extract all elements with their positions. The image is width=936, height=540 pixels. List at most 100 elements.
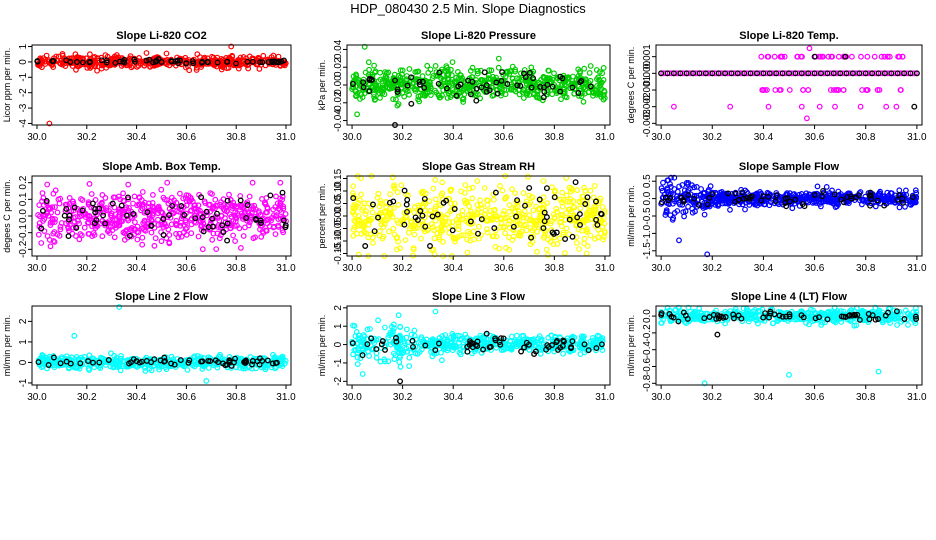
y-tick-label: 0.001 — [642, 44, 653, 69]
data-point — [478, 76, 485, 83]
data-point — [411, 327, 418, 334]
data-point — [354, 111, 361, 118]
y-tick-label: -0.5 — [642, 207, 653, 225]
x-tick-label: 30.0 — [27, 263, 47, 274]
x-tick-label: 30.4 — [754, 132, 774, 143]
data-point — [457, 81, 464, 88]
data-point — [39, 190, 46, 197]
data-point — [508, 68, 515, 75]
data-point — [878, 53, 885, 60]
y-axis-label: degees C per min. — [2, 179, 12, 253]
data-point — [249, 179, 256, 186]
y-tick-label: -1.5 — [642, 242, 653, 260]
data-point — [512, 190, 518, 197]
data-point — [62, 63, 69, 69]
data-point — [586, 69, 593, 76]
data-point — [92, 196, 99, 203]
data-point — [741, 70, 748, 77]
data-point — [65, 224, 71, 231]
data-point — [498, 77, 505, 84]
data-point — [517, 82, 524, 89]
data-point — [134, 63, 140, 70]
data-point — [365, 59, 372, 66]
data-point — [110, 194, 117, 201]
data-point — [152, 235, 159, 242]
y-tick-label: 0.2 — [18, 175, 29, 189]
data-point — [758, 53, 765, 60]
data-point — [277, 179, 284, 186]
data-point — [244, 58, 251, 65]
data-point — [557, 235, 563, 242]
data-point — [449, 59, 456, 65]
data-point — [207, 190, 214, 197]
data-point — [581, 235, 588, 242]
data-point — [477, 197, 484, 204]
data-point — [528, 64, 535, 71]
y-tick-label: -2 — [18, 88, 29, 97]
data-point — [494, 86, 501, 93]
data-point — [50, 190, 57, 197]
data-point — [238, 210, 245, 217]
data-point — [583, 250, 590, 257]
series-slopes — [658, 45, 920, 122]
data-point — [539, 97, 546, 104]
y-tick-label: 0.0 — [18, 209, 29, 223]
data-point — [837, 70, 844, 77]
y-tick-label: -4 — [18, 119, 29, 128]
data-point — [509, 75, 516, 82]
data-point — [149, 62, 156, 69]
data-point — [411, 231, 418, 238]
y-tick-label: 2 — [333, 305, 344, 311]
panel-4: Slope Amb. Box Temp.degees C per min.30.… — [2, 161, 296, 274]
data-point — [786, 87, 793, 93]
data-point — [173, 217, 180, 224]
data-point — [380, 85, 387, 91]
data-point — [444, 71, 451, 78]
data-point — [120, 190, 126, 197]
x-tick-label: 30.8 — [856, 263, 876, 274]
data-point — [898, 87, 904, 93]
data-point — [55, 53, 62, 60]
data-point — [554, 88, 561, 95]
data-point — [265, 59, 272, 66]
plot-frame — [31, 44, 292, 126]
x-tick-label: 30.8 — [545, 392, 565, 403]
data-point — [387, 191, 394, 198]
data-point — [811, 70, 818, 77]
data-point — [798, 70, 805, 77]
x-tick-label: 30.4 — [127, 132, 147, 143]
data-point — [507, 86, 514, 93]
data-point — [381, 76, 387, 82]
data-point — [61, 212, 68, 219]
data-point — [358, 191, 365, 198]
data-point — [430, 73, 437, 79]
data-point — [462, 182, 469, 188]
data-point — [199, 246, 206, 253]
x-tick-label: 30.0 — [27, 392, 47, 403]
data-point — [527, 81, 534, 88]
y-axis-label: ml/min per min. — [626, 185, 636, 247]
series-slopes — [349, 43, 608, 118]
data-point — [508, 333, 515, 340]
data-point — [864, 87, 871, 93]
data-point — [194, 51, 201, 58]
data-point — [670, 70, 677, 77]
data-point — [131, 58, 138, 65]
data-point — [843, 70, 850, 77]
y-tick-label: -0.001 — [642, 75, 653, 104]
data-point — [166, 232, 173, 238]
data-point — [435, 80, 442, 87]
data-point — [849, 70, 856, 77]
data-point — [493, 79, 500, 86]
y-axis-label: ml/min per min. — [317, 315, 327, 377]
data-point — [875, 70, 882, 77]
data-point — [572, 179, 579, 186]
y-tick-label: -0.2 — [18, 240, 29, 258]
data-point — [188, 230, 195, 237]
data-point — [406, 66, 413, 72]
data-point — [237, 244, 244, 251]
data-point — [150, 59, 156, 66]
data-point — [374, 86, 380, 92]
data-point — [76, 236, 83, 243]
